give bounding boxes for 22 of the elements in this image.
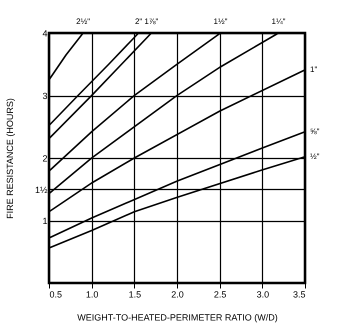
y-axis-title: FIRE RESISTANCE (HOURS)	[4, 98, 15, 219]
x-tick-label: 1.5	[128, 290, 142, 300]
series-label: 1⅞"	[144, 17, 159, 26]
x-tick-label: 3.0	[256, 290, 270, 300]
series-label: 1¼"	[272, 17, 286, 26]
x-axis-title: WEIGHT-TO-HEATED-PERIMETER RATIO (W/D)	[77, 312, 278, 322]
y-tick-label: 1	[42, 216, 48, 226]
y-tick-label: 3	[42, 91, 48, 101]
x-tick-label: 2.5	[214, 290, 226, 300]
x-tick-label: 1.0	[86, 290, 98, 300]
series-label: 2"	[134, 17, 142, 26]
x-tick-label: 2.0	[171, 290, 184, 300]
series-label: 1½"	[214, 17, 228, 26]
series-label: 2½"	[76, 17, 90, 26]
y-tick-label: 2	[42, 154, 48, 164]
series-label: ⅝"	[310, 126, 320, 136]
y-tick-label: 4	[42, 28, 48, 38]
series-label: 1"	[310, 64, 318, 74]
y-tick-label: 1½	[34, 184, 48, 195]
x-tick-label: 0.5	[50, 290, 62, 300]
x-tick-label: 3.5	[292, 290, 306, 300]
series-label: ½"	[310, 152, 320, 161]
